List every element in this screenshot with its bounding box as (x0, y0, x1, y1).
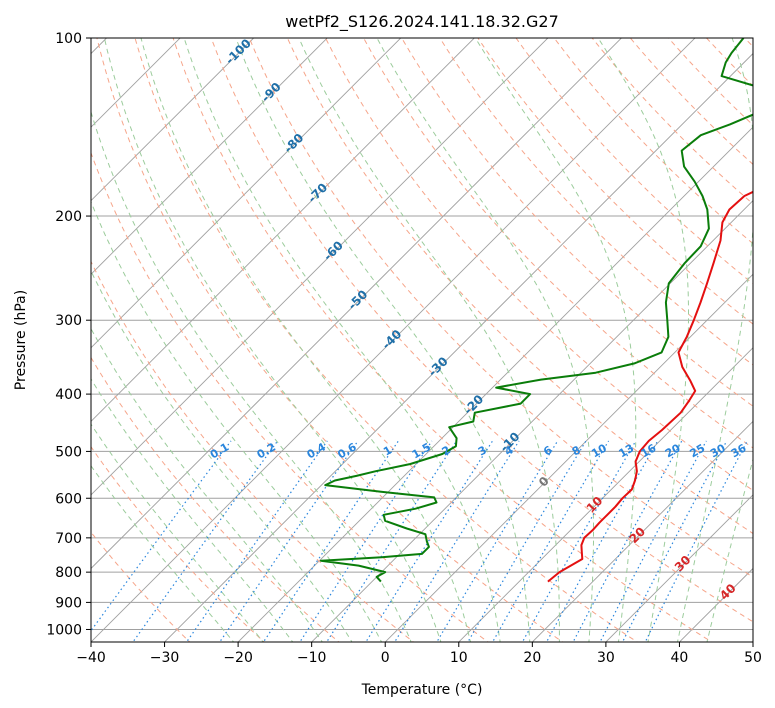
plot-frame (90, 37, 754, 643)
dry-adiabat (363, 38, 753, 449)
isotherm-line (91, 38, 328, 275)
chart-title: wetPf2_S126.2024.141.18.32.G27 (285, 12, 559, 32)
isotherm-line (91, 38, 623, 570)
dry-adiabat (91, 356, 340, 642)
y-tick-label: 900 (55, 595, 82, 611)
mixing-ratio-line (91, 440, 232, 632)
moist-adiabat (91, 110, 412, 642)
dry-adiabat (91, 151, 489, 642)
dry-adiabat (172, 38, 713, 642)
moist-adiabat (103, 38, 442, 642)
x-tick-label: 0 (381, 650, 390, 666)
x-tick-label: 40 (671, 650, 689, 666)
mixing-ratio-line (644, 440, 748, 642)
y-tick-label: 100 (55, 31, 82, 47)
isotherm-line (237, 126, 753, 642)
x-tick-label: 50 (744, 650, 762, 666)
y-tick-label: 400 (55, 387, 82, 403)
isotherm-line (605, 494, 753, 642)
background-lines (91, 38, 753, 642)
mixing-ratio-line (365, 440, 494, 642)
mixing-ratio-line (185, 440, 328, 642)
moist-adiabat (91, 464, 235, 642)
moist-adiabat (91, 423, 264, 642)
dry-adiabat (439, 38, 753, 366)
dry-adiabat (91, 260, 415, 642)
y-tick-label: 300 (55, 313, 82, 329)
isotherm-line (163, 52, 753, 642)
moist-adiabat (235, 38, 531, 642)
mixing-ratio-line (599, 440, 707, 642)
y-tick-label: 1000 (46, 622, 82, 638)
x-tick-label: 20 (523, 650, 541, 666)
moist-adiabat (91, 378, 294, 642)
moist-adiabat (376, 38, 594, 642)
x-tick-label: −40 (76, 650, 106, 666)
y-tick-label: 500 (55, 444, 82, 460)
x-tick-label: −20 (223, 650, 253, 666)
mixing-ratio-line (325, 440, 458, 642)
mixing-ratio-line (621, 440, 728, 642)
y-tick-label: 700 (55, 531, 82, 547)
moist-adiabat (298, 38, 560, 642)
temperature-profile (547, 190, 753, 583)
y-tick-label: 600 (55, 491, 82, 507)
moist-adiabat (597, 38, 689, 642)
isotherm-line (91, 38, 549, 496)
y-tick-label: 800 (55, 565, 82, 581)
isotherm-line (91, 38, 402, 349)
dry-adiabat (210, 38, 753, 623)
x-tick-label: −10 (297, 650, 327, 666)
mixing-ratio-line (572, 440, 683, 642)
isotherm-line (91, 38, 696, 642)
x-tick-label: 10 (450, 650, 468, 666)
x-tick-label: −30 (150, 650, 180, 666)
dry-adiabat (248, 38, 753, 578)
moist-adiabat (91, 200, 383, 642)
mixing-ratio-line (219, 440, 359, 642)
mixing-ratio-line (545, 440, 659, 642)
axes: −40 −30 −20 −10 0 10 20 30 40 50 100 200 300 400 500 60… (46, 31, 762, 666)
dewpoint-profile (319, 38, 753, 583)
isotherm-line (91, 38, 475, 422)
isotherm-line (458, 347, 753, 642)
x-tick-label: 30 (597, 650, 615, 666)
isotherm-line (91, 38, 255, 202)
dry-adiabat (134, 38, 639, 642)
moist-adiabat (91, 269, 353, 642)
mixing-ratio-line (436, 440, 559, 642)
mixing-ratio-line (521, 440, 637, 642)
x-axis-label: Temperature (°C) (361, 682, 483, 698)
moist-adiabat (140, 38, 472, 642)
isotherm-line (531, 420, 753, 642)
isotherm-line (91, 38, 181, 128)
y-tick-label: 200 (55, 209, 82, 225)
dry-adiabat (324, 38, 753, 491)
isotherm-line (311, 200, 753, 642)
mixing-ratio-line (492, 440, 610, 642)
moist-adiabat (474, 38, 637, 642)
dry-adiabat (96, 38, 564, 642)
dry-adiabat (286, 38, 753, 535)
isotherm-line (384, 273, 753, 642)
y-axis-label: Pressure (hPa) (13, 290, 29, 390)
mixing-ratio-line (467, 440, 587, 642)
moist-adiabat (183, 38, 501, 642)
data-series (319, 38, 753, 583)
